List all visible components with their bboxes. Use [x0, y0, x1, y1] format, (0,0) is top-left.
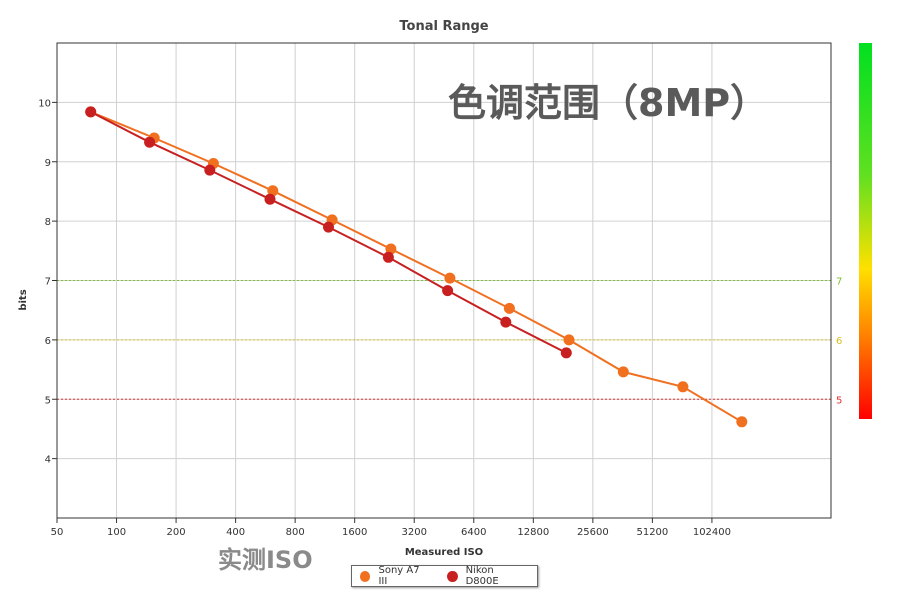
legend-label-nikon: Nikon D800E: [465, 565, 499, 587]
data-point-series-0: [563, 334, 575, 346]
overlay-iso-note: 实测ISO: [218, 546, 313, 574]
legend-marker-sony: [360, 570, 371, 582]
reference-line-label: 7: [836, 277, 842, 288]
y-axis-ticks: 4 5 6 7 8 9 10: [38, 98, 57, 466]
legend-label-sony: Sony A7 III: [378, 565, 420, 587]
x-tick-label: 6400: [461, 527, 486, 538]
data-point-series-1: [204, 164, 216, 176]
chart-title: Tonal Range: [399, 19, 488, 34]
x-tick-label: 102400: [693, 527, 731, 538]
x-tick-label: 400: [226, 527, 245, 538]
x-tick-label: 800: [286, 527, 305, 538]
data-point-series-1: [382, 251, 394, 263]
y-tick-label: 9: [45, 158, 51, 169]
x-tick-label: 100: [107, 527, 126, 538]
legend-item-nikon: Nikon D800E: [447, 565, 527, 587]
data-point-series-1: [264, 193, 276, 205]
x-tick-label: 200: [167, 527, 186, 538]
data-point-series-0: [617, 366, 629, 378]
data-point-series-1: [500, 316, 512, 328]
data-point-series-0: [267, 185, 279, 197]
y-tick-label: 6: [45, 336, 51, 347]
series-line-0: [90, 110, 743, 423]
y-tick-label: 10: [38, 98, 51, 109]
x-tick-label: 25600: [577, 527, 609, 538]
overlay-big-title: 色调范围（8MP）: [448, 81, 768, 125]
reference-line-label: 6: [836, 336, 842, 347]
x-tick-label: 51200: [636, 527, 668, 538]
legend-marker-nikon: [447, 570, 458, 582]
data-point-series-0: [385, 243, 397, 255]
reference-lines: 7 6 5: [57, 277, 842, 406]
y-axis-label: bits: [18, 289, 29, 310]
legend-item-sony: Sony A7 III: [360, 565, 429, 587]
data-point-series-1: [144, 136, 156, 148]
data-point-series-0: [677, 381, 689, 393]
x-tick-label: 3200: [402, 527, 427, 538]
reference-line-label: 5: [836, 395, 842, 406]
x-axis-label: Measured ISO: [405, 547, 483, 558]
data-point-series-0: [503, 302, 515, 314]
data-point-series-1: [560, 347, 572, 359]
x-tick-label: 50: [51, 527, 64, 538]
x-tick-label: 1600: [342, 527, 367, 538]
data-point-series-1: [323, 221, 334, 233]
x-tick-label: 12800: [517, 527, 549, 538]
color-scale-bar: [859, 43, 872, 419]
data-point-series-0: [444, 272, 456, 284]
y-tick-label: 4: [45, 455, 51, 466]
x-axis-ticks: 50 100 200 400 800 1600 3200 6400 12800 25600 5120…: [51, 518, 731, 538]
y-tick-label: 5: [45, 395, 51, 406]
data-series: [85, 106, 748, 428]
y-tick-label: 8: [45, 217, 51, 228]
data-point-series-0: [736, 416, 748, 428]
legend: Sony A7 III Nikon D800E: [351, 565, 538, 587]
data-point-series-1: [442, 285, 454, 297]
y-tick-label: 7: [45, 277, 51, 288]
data-point-series-1: [85, 106, 97, 118]
